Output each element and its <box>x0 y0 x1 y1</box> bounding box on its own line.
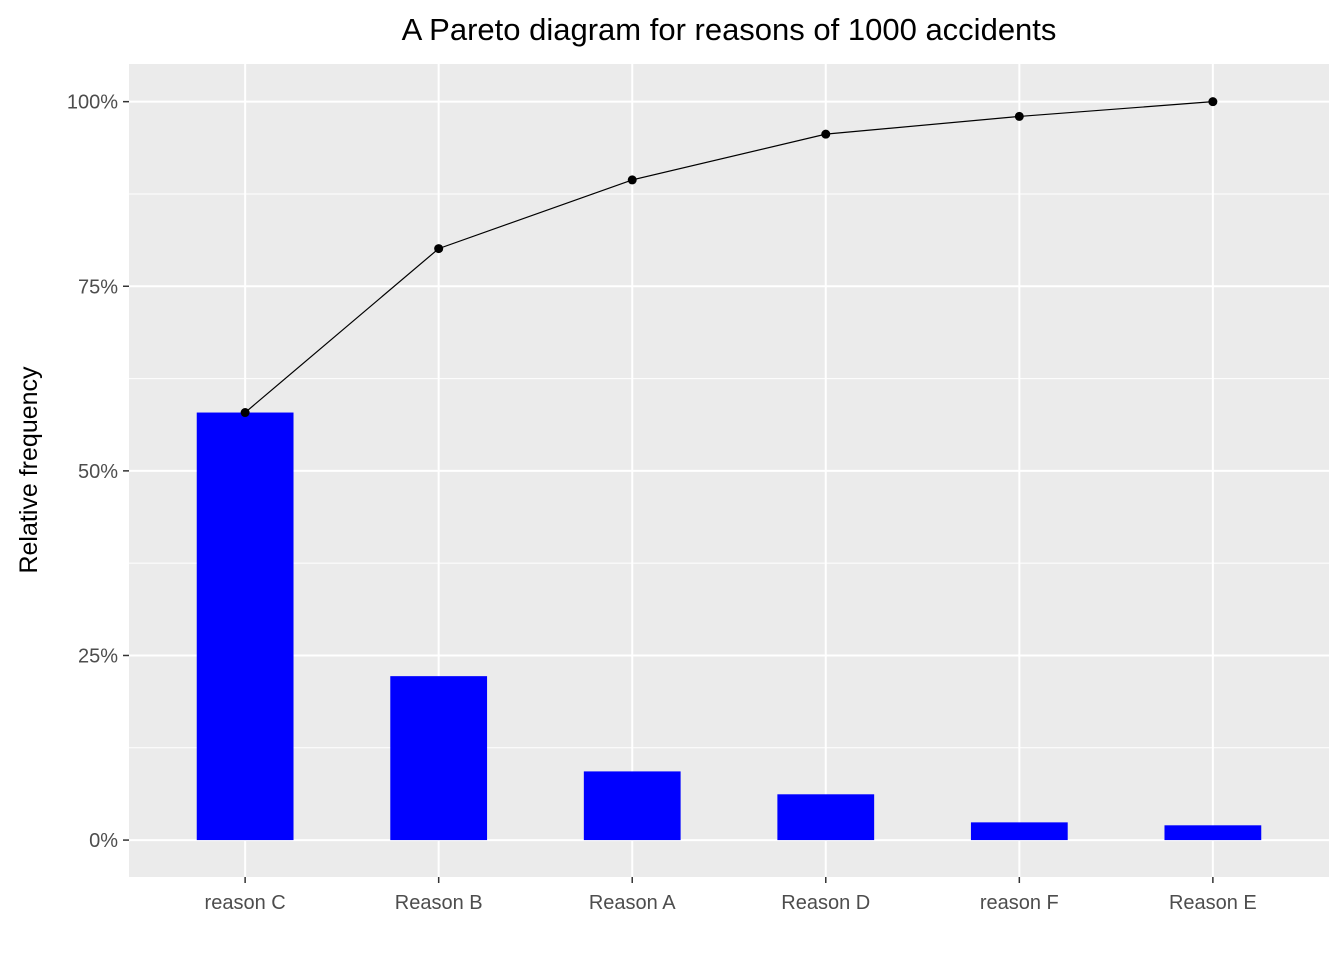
x-tick-label: Reason D <box>781 892 870 914</box>
y-tick-label: 50% <box>78 461 118 483</box>
y-axis: 0% 25% 50% 75% 100% <box>67 92 129 852</box>
bar-reason-e <box>1164 825 1262 841</box>
cumulative-point <box>627 175 637 185</box>
y-tick-label: 100% <box>67 92 118 114</box>
y-axis-label: Relative frequency <box>15 366 43 574</box>
bars <box>196 412 1262 841</box>
x-tick-label: reason C <box>205 892 286 914</box>
bar-reason-d <box>777 794 875 841</box>
y-tick-label: 75% <box>78 276 118 298</box>
cumulative-point <box>1014 111 1024 121</box>
cumulative-point <box>240 408 250 418</box>
bar-reason-b <box>390 676 488 841</box>
cumulative-polyline <box>244 101 1213 413</box>
y-tick-label: 25% <box>78 645 118 667</box>
cumulative-line <box>240 97 1218 418</box>
cumulative-point <box>434 244 444 254</box>
bar-reason-c <box>196 412 294 841</box>
x-tick-label: Reason E <box>1169 892 1257 914</box>
y-tick-label: 0% <box>89 830 118 852</box>
chart-title: A Pareto diagram for reasons of 1000 acc… <box>402 12 1057 47</box>
x-tick-label: reason F <box>980 892 1059 914</box>
x-axis: reason C Reason B Reason A Reason D reason F… <box>205 877 1257 914</box>
cumulative-point <box>1208 97 1218 107</box>
cumulative-point <box>821 129 831 139</box>
bar-reason-f <box>970 822 1068 841</box>
x-tick-label: Reason A <box>589 892 676 914</box>
bar-reason-a <box>583 771 681 841</box>
x-tick-label: Reason B <box>395 892 483 914</box>
